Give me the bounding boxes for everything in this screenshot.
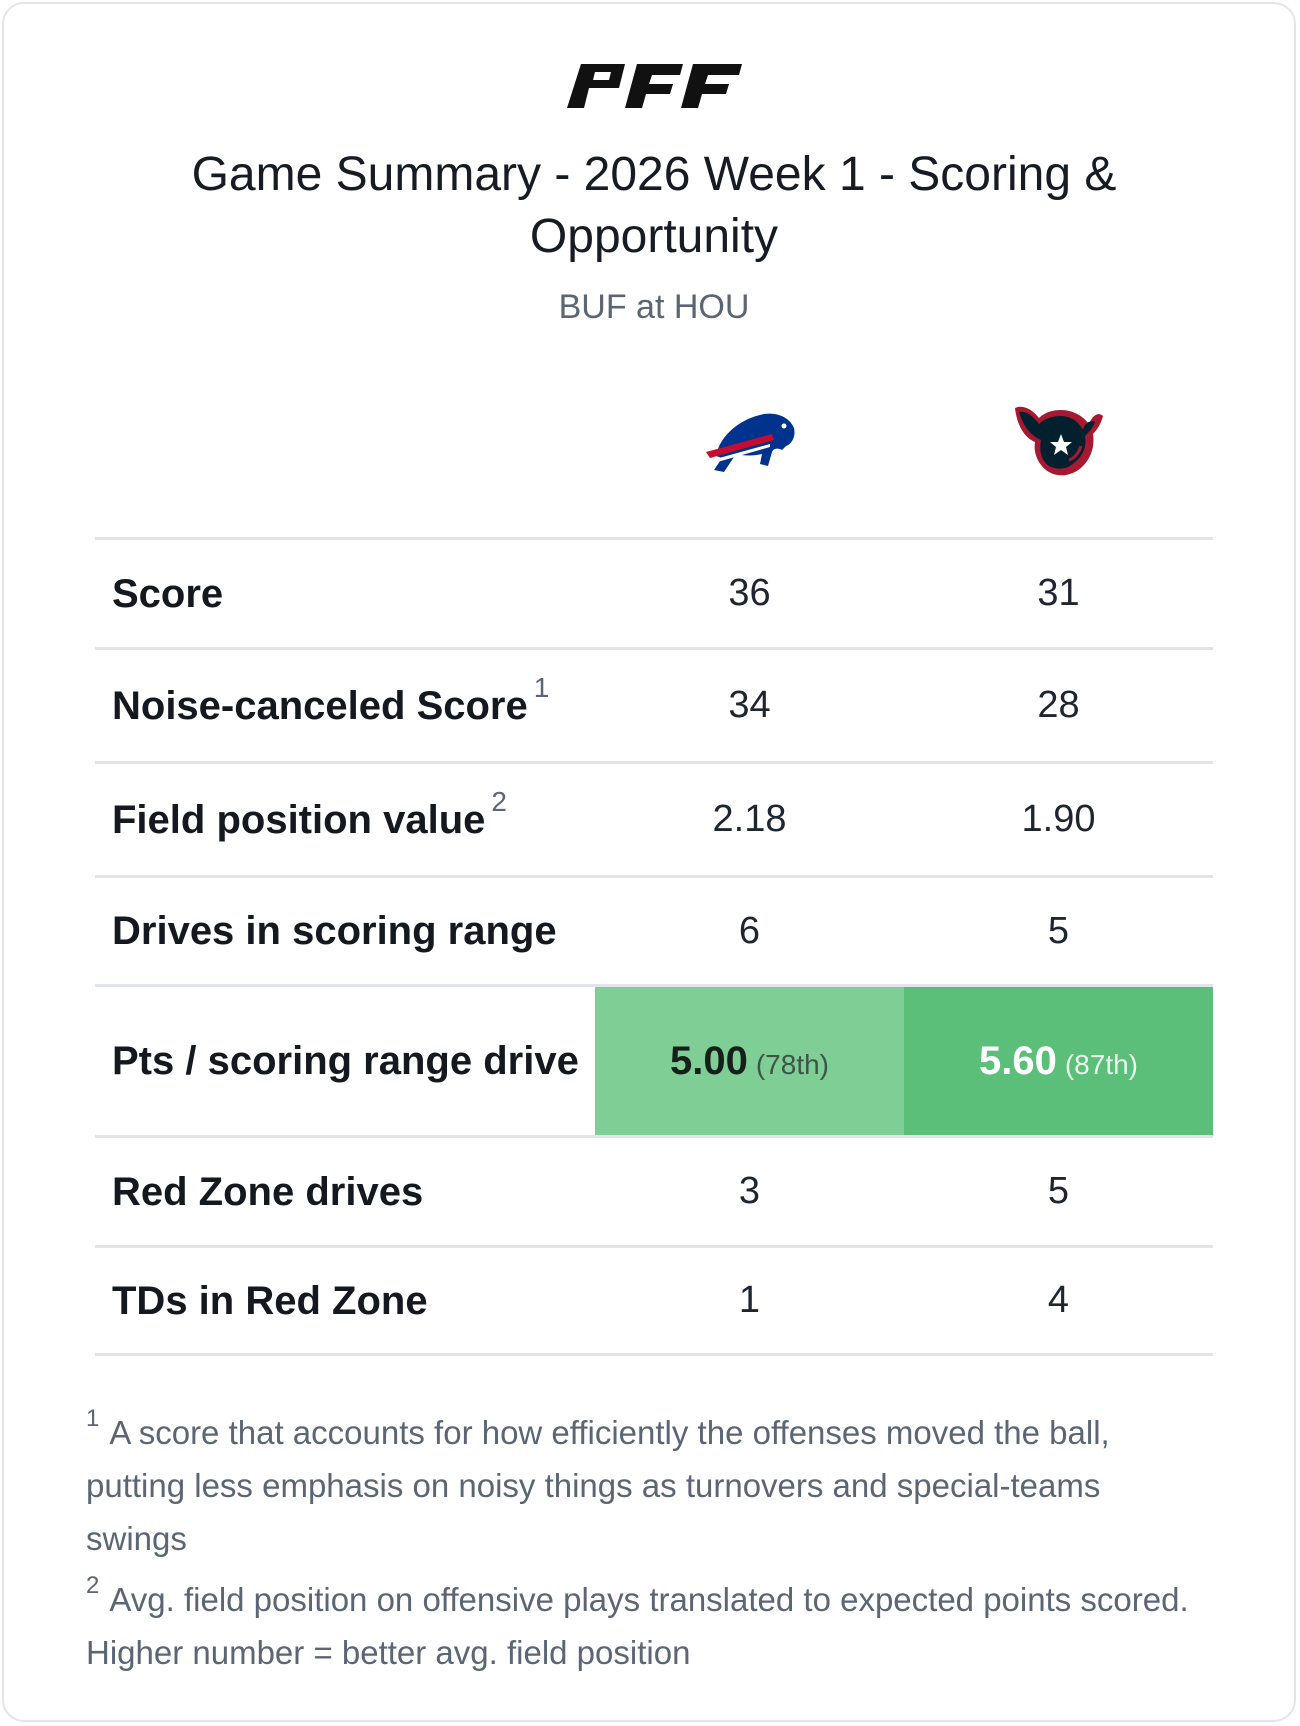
buf-value: 3 bbox=[595, 1135, 904, 1247]
table-row: Score 36 31 bbox=[95, 537, 1213, 649]
buffalo-bills-logo-icon bbox=[706, 413, 795, 472]
footnote-text: Avg. field position on offensive plays t… bbox=[86, 1581, 1189, 1671]
footnote-text: A score that accounts for how efficientl… bbox=[86, 1414, 1110, 1557]
houston-texans-logo-icon bbox=[1015, 406, 1103, 476]
table-row: Drives in scoring range 6 5 bbox=[95, 875, 1213, 986]
hou-value: 1.90 bbox=[904, 761, 1213, 877]
stats-table: Score 36 31 Noise-canceled Score 1 34 28 … bbox=[95, 537, 1213, 1356]
row-label-field-position-value: Field position value 2 bbox=[95, 761, 595, 877]
footnote-ref-2: 2 bbox=[491, 785, 507, 817]
buf-value: 6 bbox=[595, 875, 904, 986]
row-label-score: Score bbox=[95, 537, 595, 649]
hou-value: 28 bbox=[904, 647, 1213, 763]
buf-percentile-rank: (78th) bbox=[755, 1048, 829, 1080]
buf-value: 34 bbox=[595, 647, 904, 763]
hou-percentile-rank: (87th) bbox=[1064, 1048, 1138, 1080]
hou-value: 5 bbox=[904, 1135, 1213, 1247]
buf-highlight-cell: 5.00 (78th) bbox=[595, 984, 904, 1137]
hou-value: 31 bbox=[904, 537, 1213, 649]
footnote-marker: 2 bbox=[86, 1572, 100, 1599]
buf-value: 5.00 bbox=[669, 1038, 748, 1083]
buf-value: 1 bbox=[595, 1245, 904, 1356]
buf-value: 36 bbox=[595, 537, 904, 649]
hou-value: 4 bbox=[904, 1245, 1213, 1356]
row-label-drives-in-scoring-range: Drives in scoring range bbox=[95, 875, 595, 986]
buf-value: 2.18 bbox=[595, 761, 904, 877]
footnote-marker: 1 bbox=[86, 1405, 100, 1432]
table-row: Noise-canceled Score 1 34 28 bbox=[95, 647, 1213, 763]
table-row: TDs in Red Zone 1 4 bbox=[95, 1245, 1213, 1356]
page-title: Game Summary - 2026 Week 1 - Scoring & O… bbox=[191, 148, 1117, 263]
hou-value: 5 bbox=[904, 875, 1213, 986]
footnote-2: 2 Avg. field position on offensive plays … bbox=[86, 1573, 1206, 1679]
table-row: Pts / scoring range drive 5.00 (78th) 5.6… bbox=[95, 984, 1213, 1137]
hou-highlight-cell: 5.60 (87th) bbox=[904, 984, 1213, 1137]
table-row: Field position value 2 2.18 1.90 bbox=[95, 761, 1213, 877]
row-label-noise-canceled-score: Noise-canceled Score 1 bbox=[95, 647, 595, 763]
footnote-ref-1: 1 bbox=[533, 671, 550, 703]
row-label-tds-in-red-zone: TDs in Red Zone bbox=[95, 1245, 595, 1356]
matchup-subtitle: BUF at HOU bbox=[558, 288, 750, 326]
pff-logo bbox=[567, 64, 742, 108]
hou-value: 5.60 bbox=[978, 1038, 1057, 1083]
row-label-red-zone-drives: Red Zone drives bbox=[95, 1135, 595, 1247]
table-row: Red Zone drives 3 5 bbox=[95, 1135, 1213, 1247]
row-label-pts-per-scoring-range-drive: Pts / scoring range drive bbox=[95, 984, 595, 1137]
